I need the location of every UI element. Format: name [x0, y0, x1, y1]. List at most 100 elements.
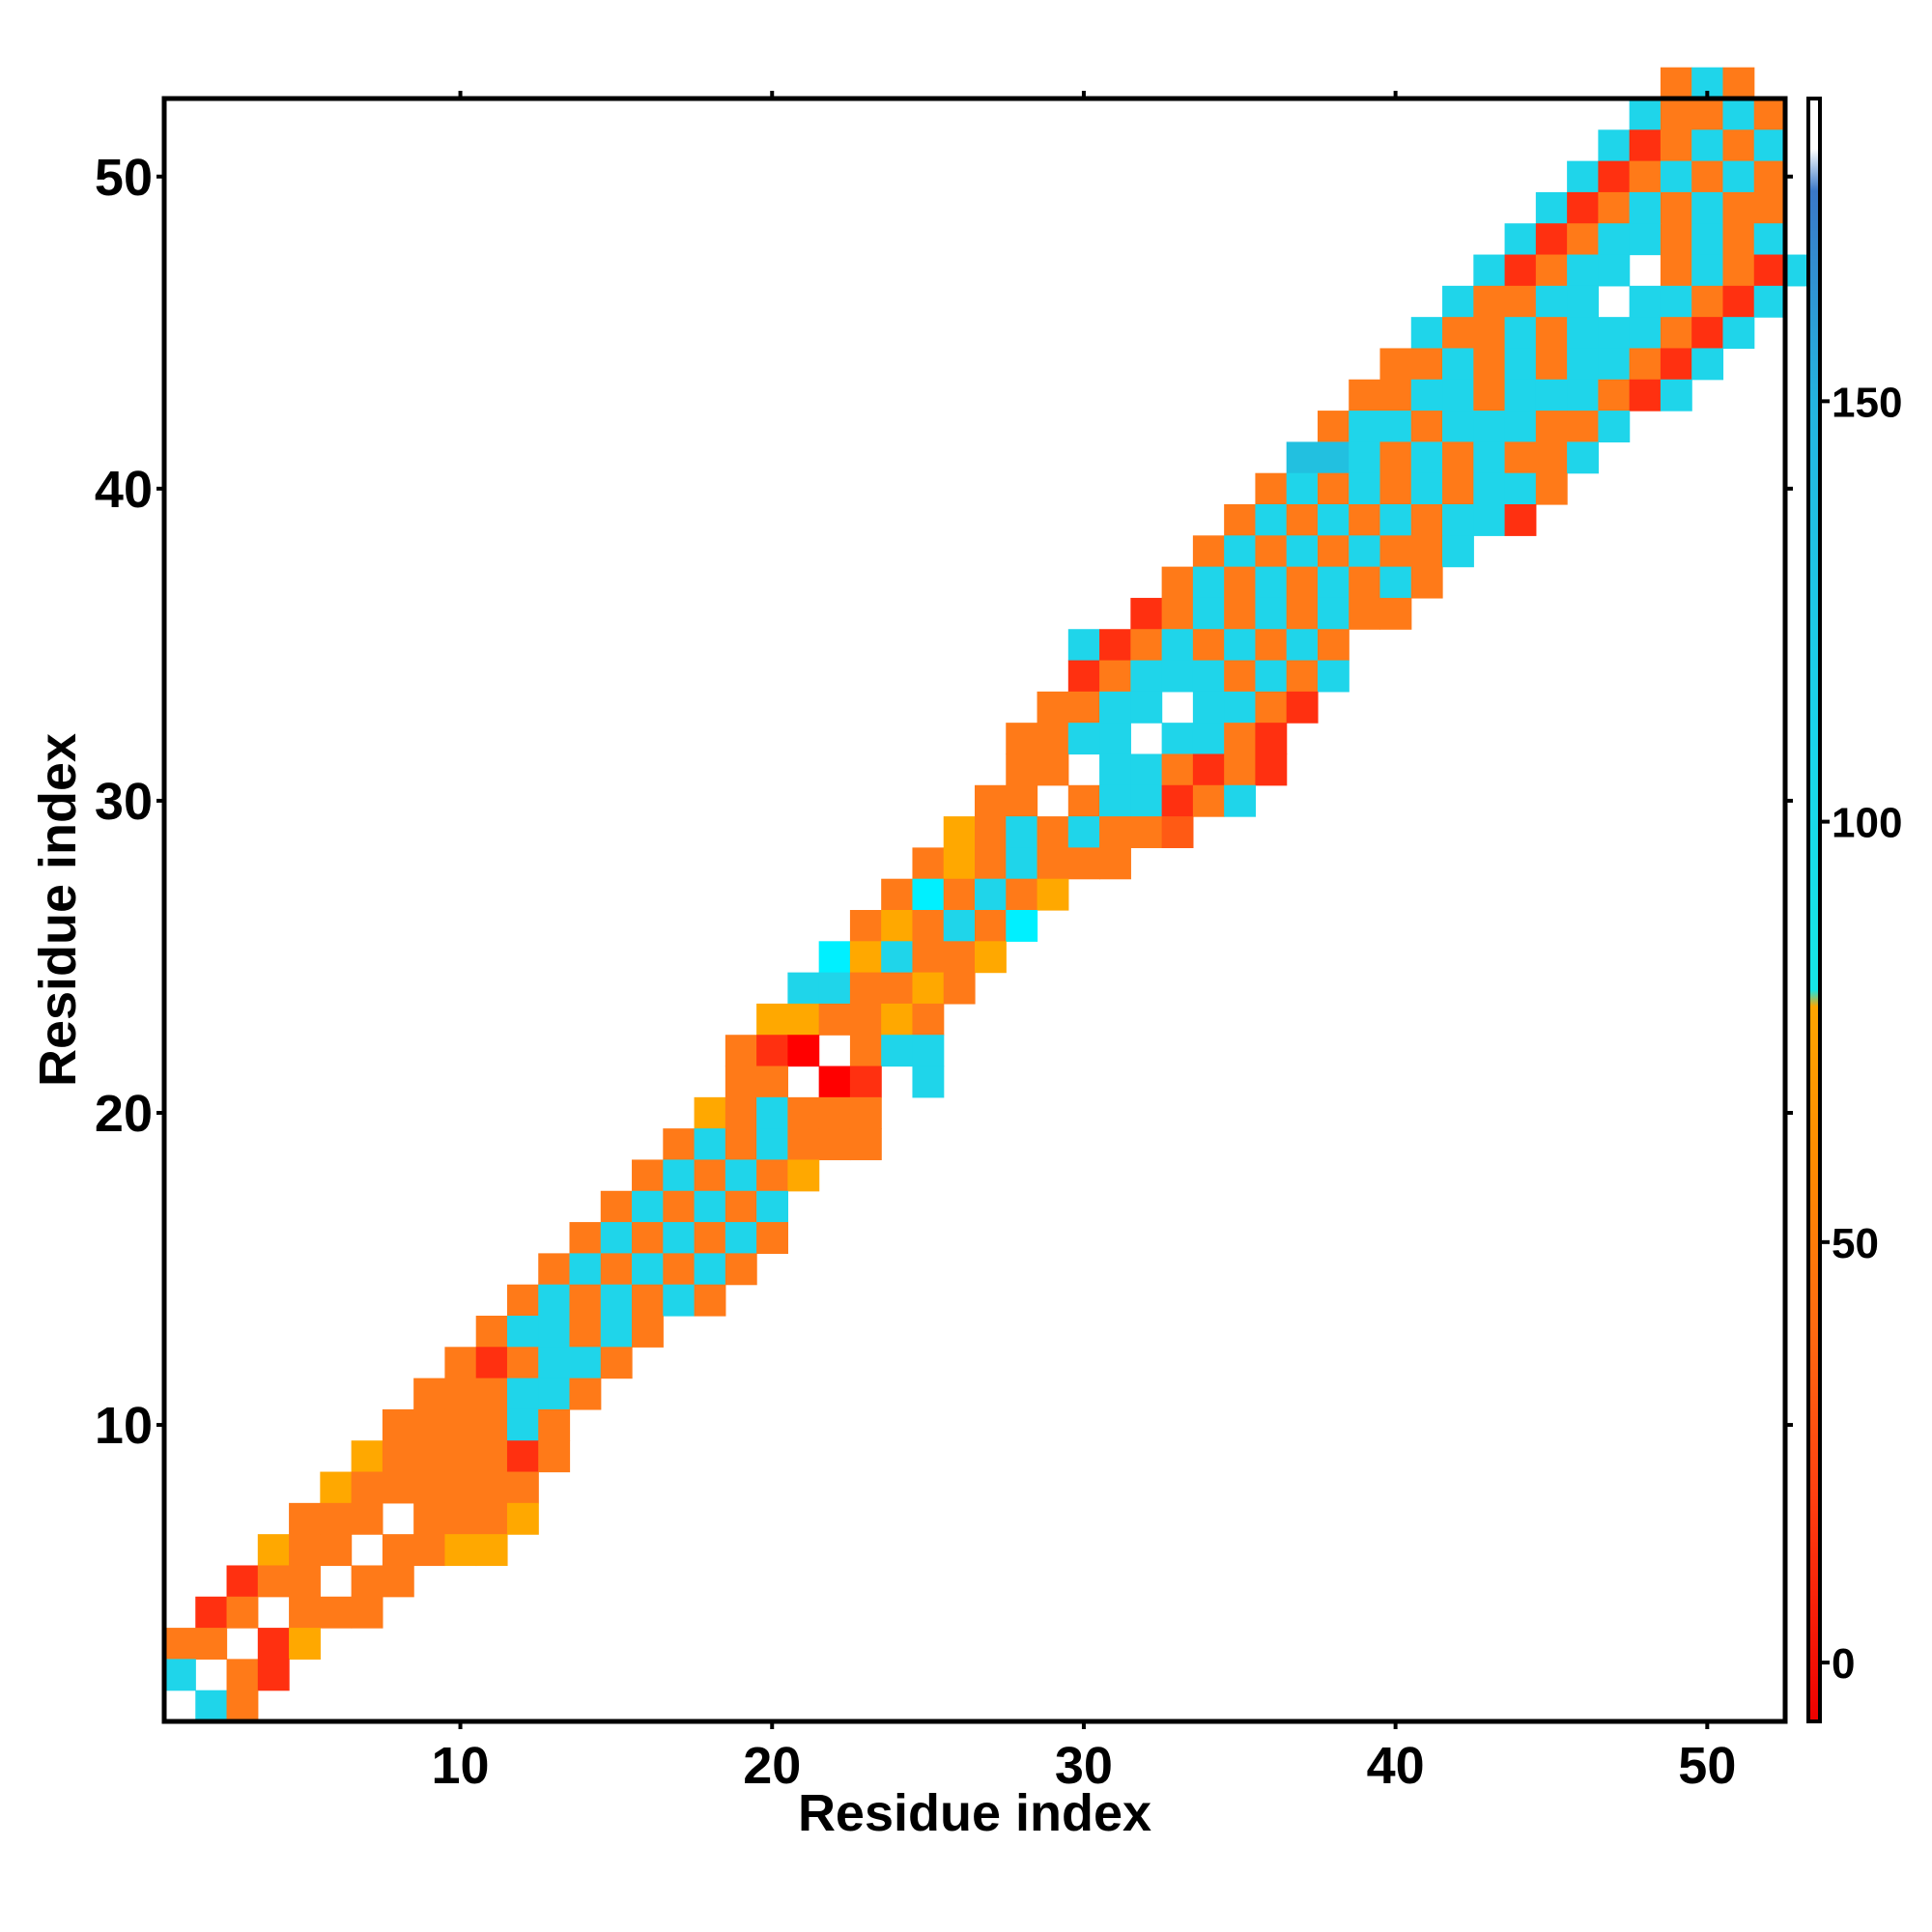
- heatmap-cell: [1442, 441, 1474, 474]
- heatmap-cell: [1349, 379, 1381, 412]
- heatmap-cell: [1286, 535, 1319, 568]
- heatmap-cell: [1099, 629, 1131, 662]
- heatmap-cell: [475, 1408, 508, 1441]
- heatmap-cell: [1753, 285, 1786, 318]
- heatmap-cell: [1349, 411, 1381, 442]
- heatmap-cell: [569, 1222, 602, 1254]
- heatmap-cell: [351, 1596, 384, 1629]
- heatmap-cell: [1161, 753, 1194, 786]
- heatmap-cell: [1567, 379, 1599, 412]
- heatmap-cell: [1660, 99, 1692, 130]
- heatmap-cell: [569, 1347, 602, 1379]
- heatmap-cell: [1161, 597, 1194, 630]
- heatmap-cell: [1629, 317, 1662, 350]
- heatmap-cell: [756, 1190, 788, 1223]
- heatmap-cell: [1629, 285, 1662, 318]
- heatmap-cell: [538, 1253, 571, 1286]
- heatmap-cell: [1410, 535, 1443, 568]
- heatmap-cell: [226, 1565, 259, 1598]
- heatmap-cell: [632, 1190, 664, 1223]
- heatmap-cell: [475, 1534, 508, 1567]
- heatmap-cell: [1349, 535, 1381, 568]
- heatmap-cell: [1037, 847, 1069, 880]
- heatmap-cell: [1037, 691, 1069, 724]
- heatmap-cell: [1286, 504, 1319, 536]
- heatmap-cell: [756, 1096, 788, 1129]
- heatmap-cell: [1006, 784, 1038, 817]
- heatmap-cell: [1192, 723, 1225, 755]
- heatmap-cell: [1660, 348, 1692, 381]
- heatmap-cell: [1067, 629, 1100, 662]
- heatmap-cell: [1099, 847, 1131, 880]
- y-tick-label: 50: [95, 149, 153, 207]
- heatmap-cell: [1255, 753, 1288, 786]
- plot-frame: [161, 96, 1788, 1724]
- y-tick-label: 40: [95, 461, 153, 519]
- heatmap-cell: [1067, 691, 1100, 724]
- heatmap-cell: [724, 1096, 757, 1129]
- heatmap-cell: [1317, 629, 1350, 662]
- heatmap-cell: [1037, 723, 1069, 755]
- heatmap-cell: [1349, 566, 1381, 599]
- heatmap-cell: [382, 1440, 414, 1473]
- heatmap-cell: [413, 1471, 446, 1504]
- heatmap-cell: [1349, 504, 1381, 536]
- heatmap-cell: [1224, 566, 1257, 599]
- heatmap-cell: [632, 1253, 664, 1286]
- heatmap-cell: [1691, 348, 1724, 381]
- heatmap-cell: [975, 816, 1007, 848]
- heatmap-cell: [912, 1035, 945, 1067]
- heatmap-cell: [694, 1284, 726, 1317]
- heatmap-cell: [1317, 411, 1350, 442]
- heatmap-cell: [975, 910, 1007, 942]
- heatmap-cell: [320, 1471, 353, 1504]
- heatmap-cell: [787, 1159, 820, 1192]
- heatmap-cell: [1598, 191, 1631, 224]
- heatmap-cell: [1410, 504, 1443, 536]
- heatmap-cell: [818, 1096, 851, 1129]
- heatmap-cell: [881, 941, 914, 974]
- heatmap-cell: [1629, 379, 1662, 412]
- x-tick-label: 20: [743, 1737, 801, 1795]
- heatmap-cell: [1349, 597, 1381, 630]
- heatmap-cell: [1192, 784, 1225, 817]
- heatmap-cell: [818, 941, 851, 974]
- heatmap-cell: [1410, 441, 1443, 474]
- heatmap-cell: [1473, 472, 1506, 505]
- heatmap-cell: [1317, 441, 1350, 474]
- heatmap-cell: [600, 1347, 633, 1379]
- heatmap-cell: [1629, 99, 1662, 130]
- heatmap-cell: [600, 1222, 633, 1254]
- heatmap-cell: [818, 1065, 851, 1098]
- heatmap-cell: [569, 1378, 602, 1410]
- heatmap-cell: [1317, 660, 1350, 693]
- heatmap-cell: [569, 1253, 602, 1286]
- heatmap-cell: [1006, 816, 1038, 848]
- heatmap-cell: [1317, 472, 1350, 505]
- heatmap-cell: [1473, 504, 1506, 536]
- heatmap-cell: [1099, 816, 1131, 848]
- heatmap-cell: [257, 1534, 290, 1567]
- heatmap-cell: [1473, 254, 1506, 287]
- heatmap-cell: [1598, 254, 1631, 287]
- heatmap-cell: [724, 1222, 757, 1254]
- heatmap-cell: [1629, 129, 1662, 162]
- heatmap-cell: [444, 1378, 477, 1410]
- heatmap-cell: [195, 1628, 228, 1660]
- heatmap-cell: [975, 878, 1007, 911]
- heatmap-cell: [444, 1534, 477, 1567]
- heatmap-cell: [1660, 317, 1692, 350]
- colorbar-fill: [1808, 99, 1820, 1721]
- heatmap-cell: [1037, 878, 1069, 911]
- heatmap-cell: [1192, 691, 1225, 724]
- heatmap-cell: [1535, 223, 1568, 256]
- y-tick-labels: 10 20 30 40 50: [95, 149, 153, 1455]
- heatmap-cell: [1379, 348, 1412, 381]
- heatmap-cell: [1753, 254, 1786, 287]
- heatmap-cell: [943, 816, 976, 848]
- heatmap-cell: [818, 1128, 851, 1161]
- heatmap-cell: [724, 1190, 757, 1223]
- heatmap-cell: [1473, 441, 1506, 474]
- heatmap-cell: [1192, 660, 1225, 693]
- y-tick-label: 10: [95, 1397, 153, 1455]
